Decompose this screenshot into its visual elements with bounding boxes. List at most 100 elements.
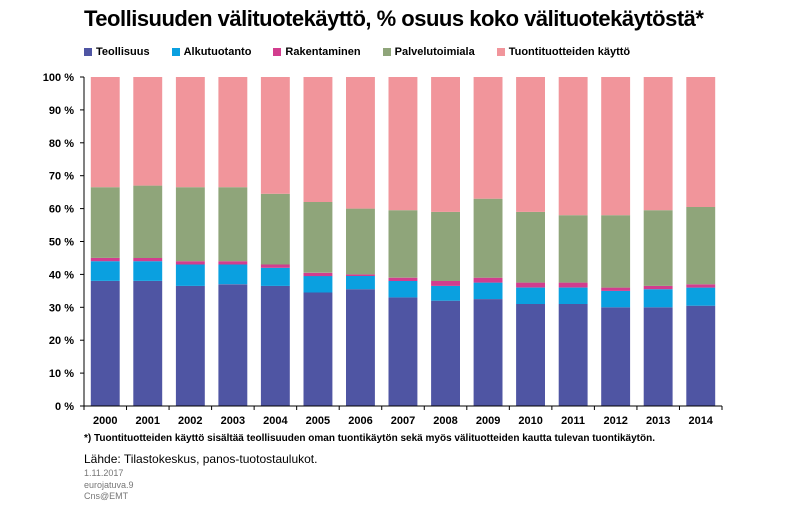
bar-segment — [431, 211, 460, 281]
legend-label: Rakentaminen — [285, 46, 361, 58]
bar-segment — [346, 289, 375, 406]
bar-segment — [431, 281, 460, 286]
bar-segment — [388, 210, 418, 278]
bar-segment — [260, 77, 290, 194]
bar-segment — [473, 282, 503, 299]
x-tick-label: 2012 — [603, 415, 627, 427]
bar-segment — [601, 215, 631, 288]
y-tick-label: 90 % — [49, 105, 74, 117]
bar-segment — [473, 198, 503, 278]
legend-item-tuonti: Tuontituotteiden käyttö — [496, 46, 631, 58]
bar-segment — [218, 284, 248, 406]
bar-segment — [558, 287, 588, 304]
x-tick-label: 2007 — [391, 415, 415, 427]
legend-swatch — [273, 48, 282, 56]
bar-segment — [431, 300, 460, 406]
x-tick-label: 2004 — [263, 415, 288, 427]
bar-segment — [431, 77, 460, 212]
bar-segment — [175, 261, 205, 265]
bar-segment — [516, 304, 545, 406]
bar-segment — [516, 287, 545, 304]
y-tick-label: 30 % — [49, 302, 74, 314]
bar-segment — [303, 77, 333, 202]
bar-segment — [260, 193, 290, 265]
bar-segment — [303, 202, 333, 273]
bar-segment — [260, 267, 290, 286]
bar-segment — [601, 77, 631, 216]
date-label: 1.11.2017 — [84, 468, 124, 478]
bar-segment — [431, 285, 460, 301]
bar-segment — [686, 207, 716, 285]
bar-segment — [175, 77, 205, 188]
bar-segment — [175, 187, 205, 262]
bar-segment — [643, 289, 673, 308]
source-note: Lähde: Tilastokeskus, panos-tuotostauluk… — [84, 452, 318, 466]
legend-swatch — [496, 48, 505, 56]
bar-segment — [303, 272, 333, 277]
bar-segment — [260, 285, 290, 406]
bar-segment — [388, 297, 418, 406]
bar-segment — [346, 208, 375, 275]
bar-segment — [473, 277, 503, 283]
bar-segment — [133, 77, 163, 186]
legend-swatch — [171, 48, 180, 56]
bar-segment — [686, 77, 716, 207]
x-tick-label: 2005 — [306, 415, 330, 427]
bar-segment — [643, 210, 673, 286]
x-tick-label: 2011 — [561, 415, 585, 427]
bar-segment — [558, 77, 588, 216]
bar-segment — [175, 285, 205, 406]
bar-segment — [260, 264, 290, 268]
legend-item-alkutuotanto: Alkutuotanto — [171, 46, 252, 58]
bar-segment — [303, 276, 333, 293]
legend-item-palvelutoimiala: Palvelutoimiala — [382, 46, 475, 58]
x-tick-label: 2002 — [178, 415, 202, 427]
bar-segment — [558, 282, 588, 288]
legend-label: Palvelutoimiala — [394, 46, 475, 58]
bar-segment — [90, 257, 120, 262]
bar-segment — [601, 290, 631, 308]
bar-segment — [175, 264, 205, 286]
bar-segment — [133, 281, 163, 406]
file-id-label: eurojatuva.9 — [84, 480, 134, 490]
bar-segment — [133, 261, 163, 281]
bar-segment — [643, 77, 673, 211]
bar-segment — [601, 307, 631, 406]
bar-segment — [516, 211, 545, 283]
bar-segment — [643, 285, 673, 290]
legend-item-teollisuus: Teollisuus — [84, 46, 150, 58]
legend-item-rakentaminen: Rakentaminen — [273, 46, 361, 58]
bar-segment — [686, 284, 716, 288]
bar-segment — [90, 77, 120, 188]
bar-segment — [473, 77, 503, 199]
y-tick-label: 50 % — [49, 237, 74, 249]
y-tick-label: 80 % — [49, 138, 74, 150]
legend-label: Teollisuus — [96, 46, 150, 58]
legend-label: Alkutuotanto — [183, 46, 252, 58]
x-tick-label: 2006 — [348, 415, 372, 427]
x-tick-label: 2001 — [136, 415, 160, 427]
bar-segment — [346, 274, 375, 276]
bar-segment — [558, 215, 588, 283]
y-tick-label: 40 % — [49, 269, 74, 281]
bar-segment — [473, 299, 503, 406]
bar-segment — [686, 287, 716, 306]
y-tick-label: 0 % — [55, 401, 74, 413]
bar-segment — [133, 185, 163, 258]
bar-segment — [558, 304, 588, 406]
bar-segment — [218, 77, 248, 188]
bar-segment — [90, 261, 120, 281]
bar-segment — [601, 287, 631, 291]
legend-label: Tuontituotteiden käyttö — [508, 46, 631, 58]
author-label: Cns@EMT — [84, 491, 129, 501]
x-tick-label: 2003 — [221, 415, 245, 427]
bar-segment — [218, 187, 248, 262]
bar-segment — [388, 277, 418, 281]
bar-segment — [516, 77, 545, 212]
bar-segment — [346, 276, 375, 290]
bar-segment — [388, 281, 418, 298]
legend-swatch — [382, 48, 391, 56]
bar-segment — [643, 307, 673, 406]
bar-segment — [303, 292, 333, 406]
y-tick-label: 10 % — [49, 368, 74, 380]
